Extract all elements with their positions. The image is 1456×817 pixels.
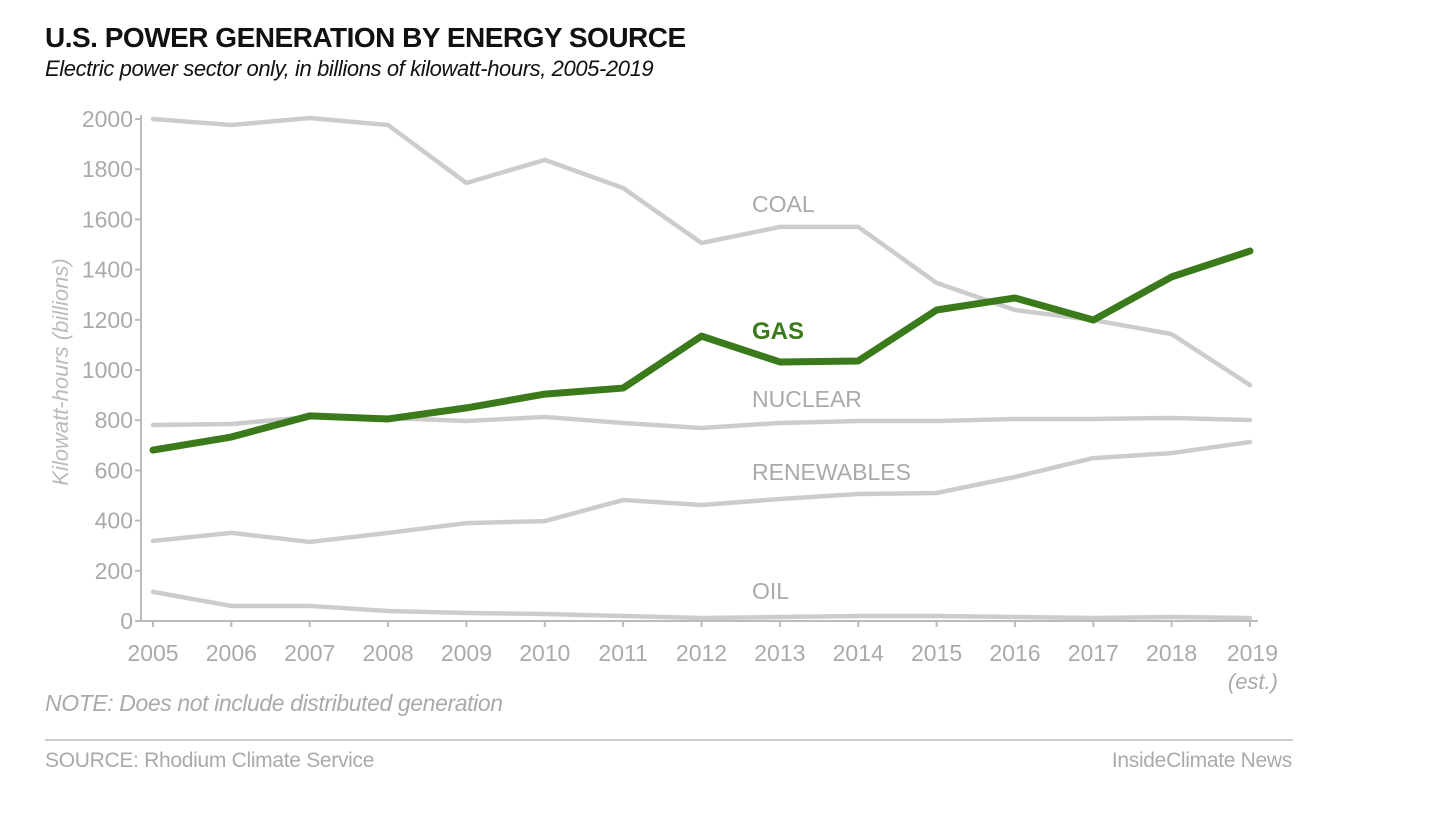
series-line-oil xyxy=(150,589,1253,621)
y-tick-label: 0 xyxy=(120,608,133,634)
series-label-oil: OIL xyxy=(752,578,789,604)
x-tick-label: 2008 xyxy=(362,640,413,666)
x-tick-label: 2012 xyxy=(676,640,727,666)
y-tick-label: 2000 xyxy=(82,106,133,132)
x-tick-label: 2006 xyxy=(206,640,257,666)
x-tick-label: 2015 xyxy=(911,640,962,666)
chart-title: U.S. POWER GENERATION BY ENERGY SOURCE xyxy=(45,22,686,53)
y-axis-label: Kilowatt-hours (billions) xyxy=(48,258,73,485)
x-tick-label: 2016 xyxy=(989,640,1040,666)
x-tick-label: 2005 xyxy=(127,640,178,666)
x-tick-label: 2010 xyxy=(519,640,570,666)
source-credit: SOURCE: Rhodium Climate Service xyxy=(45,749,375,772)
y-tick-label: 1000 xyxy=(82,357,133,383)
footer-divider xyxy=(45,739,1293,741)
y-tick-label: 1800 xyxy=(82,156,133,182)
x-tick-label: 2017 xyxy=(1068,640,1119,666)
y-tick-label: 400 xyxy=(95,508,133,534)
y-tick-label: 200 xyxy=(95,558,133,584)
x-tick-label: 2009 xyxy=(441,640,492,666)
series-label-coal: COAL xyxy=(752,191,815,217)
x-tick-label: 2007 xyxy=(284,640,335,666)
y-tick-label: 600 xyxy=(95,457,133,483)
series-line-coal xyxy=(150,115,1253,388)
chart-note: NOTE: Does not include distributed gener… xyxy=(45,690,503,716)
x-tick-label: 2014 xyxy=(833,640,884,666)
series-line-renewables xyxy=(150,439,1253,545)
chart-subtitle: Electric power sector only, in billions … xyxy=(45,56,654,81)
series-label-gas: GAS xyxy=(752,318,804,345)
series-label-renewables: RENEWABLES xyxy=(752,459,911,485)
x-tick-label: 2011 xyxy=(598,640,647,666)
series-line-gas xyxy=(149,247,1254,454)
y-tick-label: 800 xyxy=(95,407,133,433)
y-tick-label: 1200 xyxy=(82,307,133,333)
x-tick-label: 2019 xyxy=(1227,640,1278,666)
publisher-credit: InsideClimate News xyxy=(1111,749,1292,772)
series-label-nuclear: NUCLEAR xyxy=(752,386,862,412)
y-tick-label: 1400 xyxy=(82,257,133,283)
y-tick-label: 1600 xyxy=(82,206,133,232)
x-tick-label: 2013 xyxy=(754,640,805,666)
x-tick-sublabel: (est.) xyxy=(1228,669,1278,694)
x-tick-label: 2018 xyxy=(1146,640,1197,666)
